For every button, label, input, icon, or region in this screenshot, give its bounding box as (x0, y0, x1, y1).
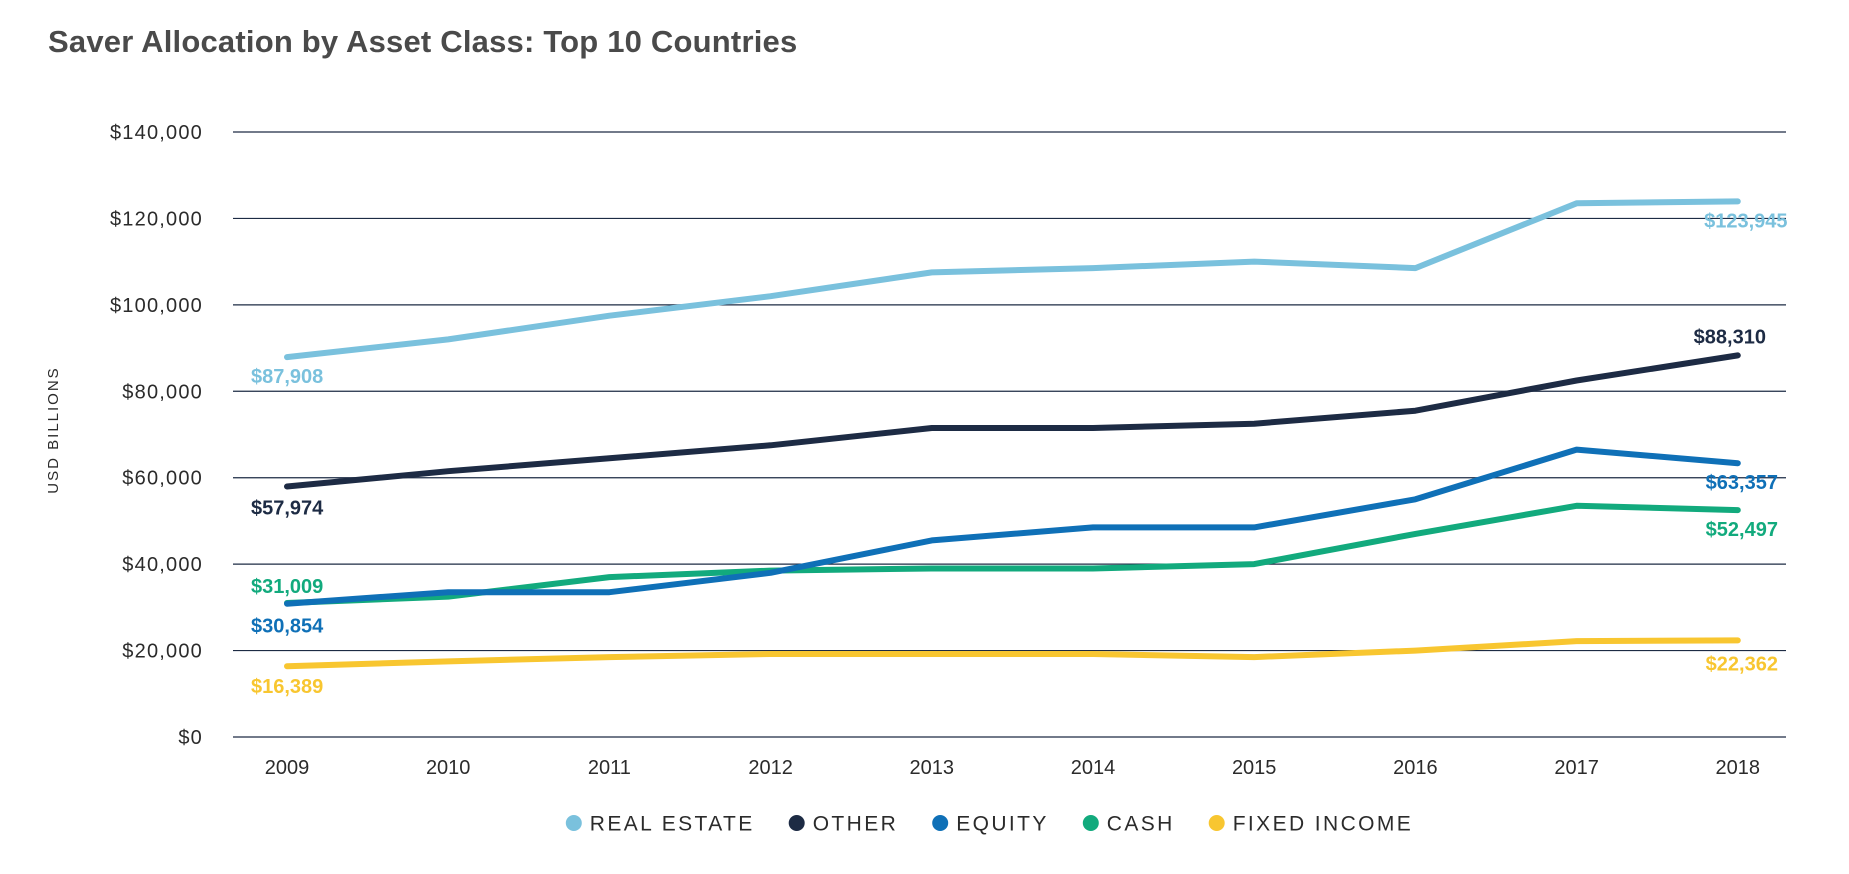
y-tick-label: $0 (178, 727, 203, 749)
y-tick-label: $40,000 (122, 554, 203, 576)
data-label-start: $87,908 (251, 366, 323, 388)
y-tick-label: $60,000 (122, 468, 203, 490)
legend-label: CASH (1107, 813, 1175, 836)
legend-item-equity: EQUITY (932, 813, 1049, 836)
series-line-equity (284, 446, 1741, 607)
legend-label: OTHER (813, 813, 899, 836)
series-line-fixed-income (284, 637, 1741, 670)
series-line-other (284, 352, 1741, 490)
legend-dot (788, 815, 805, 831)
legend-dot (932, 815, 949, 831)
data-label-end: $52,497 (1706, 519, 1778, 541)
data-labels: $87,908 $123,945 $57,974 $88,310 $30,854 $63,… (251, 210, 1788, 698)
series-line-real-estate (284, 198, 1741, 361)
y-tick-label: $140,000 (110, 122, 203, 144)
data-label-start: $31,009 (251, 576, 323, 598)
series-lines (284, 198, 1741, 670)
data-label-end: $22,362 (1706, 653, 1778, 675)
x-tick-label: 2011 (588, 757, 631, 779)
data-label-start: $30,854 (251, 616, 324, 638)
y-tick-label: $20,000 (122, 641, 203, 663)
legend-item-cash: CASH (1082, 813, 1175, 836)
x-axis: 2009 2010 2011 2012 2013 2014 2015 2016 2017 2018 (265, 757, 1760, 779)
x-tick-label: 2015 (1232, 757, 1277, 779)
y-tick-label: $80,000 (122, 381, 203, 403)
y-tick-label: $120,000 (110, 208, 203, 230)
x-tick-label: 2014 (1071, 757, 1116, 779)
legend-label: REAL ESTATE (590, 813, 755, 836)
legend: REAL ESTATE OTHER EQUITY CASH FIXED INCOME (565, 813, 1413, 836)
x-tick-label: 2012 (748, 757, 793, 779)
data-label-end: $63,357 (1706, 472, 1778, 494)
x-tick-label: 2009 (265, 757, 310, 779)
legend-item-other: OTHER (788, 813, 899, 836)
data-label-start: $16,389 (251, 676, 323, 698)
legend-dot (1208, 815, 1225, 831)
series-line-cash (284, 502, 1741, 606)
chart-title: Saver Allocation by Asset Class: Top 10 … (48, 24, 798, 59)
legend-label: FIXED INCOME (1233, 813, 1413, 836)
legend-dot (565, 815, 582, 831)
data-label-start: $57,974 (251, 497, 324, 519)
x-tick-label: 2010 (426, 757, 471, 779)
y-tick-label: $100,000 (110, 295, 203, 317)
y-axis-label: USD BILLIONS (45, 366, 62, 493)
legend-item-fixed-income: FIXED INCOME (1208, 813, 1413, 836)
data-label-end: $123,945 (1704, 210, 1787, 232)
x-tick-label: 2013 (910, 757, 955, 779)
legend-item-real-estate: REAL ESTATE (565, 813, 755, 836)
x-tick-label: 2018 (1716, 757, 1761, 779)
y-axis: $0 $20,000 $40,000 $60,000 $80,000 $100,000 $1… (110, 122, 203, 749)
gridlines (233, 131, 1786, 738)
data-label-end: $88,310 (1694, 326, 1766, 348)
legend-dot (1082, 815, 1099, 831)
x-tick-label: 2017 (1554, 757, 1599, 779)
x-tick-label: 2016 (1393, 757, 1438, 779)
legend-label: EQUITY (956, 813, 1049, 836)
